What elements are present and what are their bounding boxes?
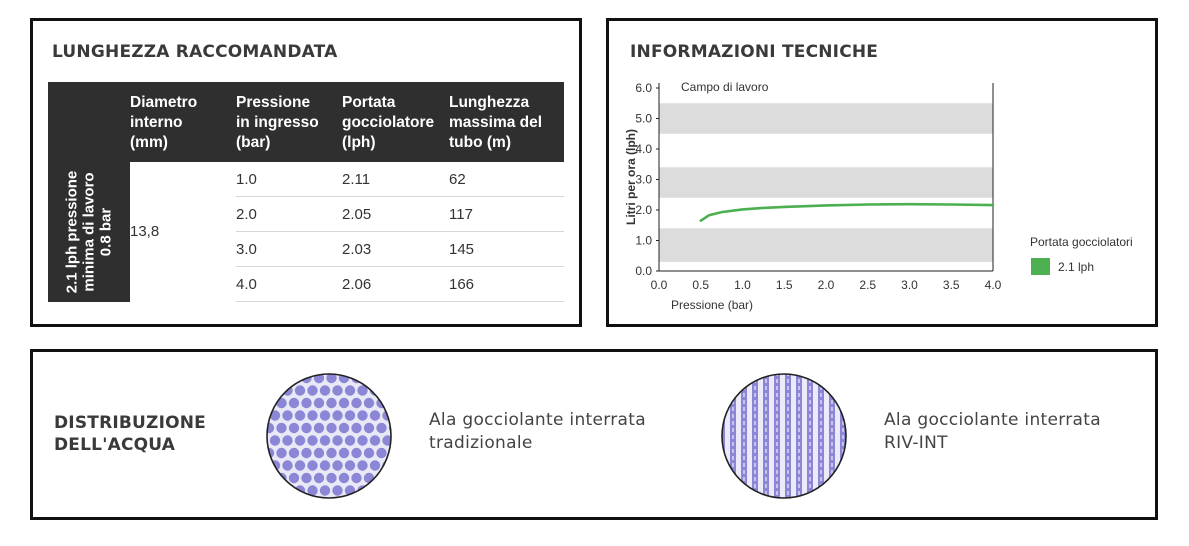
y-tick-label: 1.0 (635, 234, 652, 248)
recommended-length-panel: LUNGHEZZA RACCOMANDATA Diametro interno … (30, 18, 582, 327)
side-label-cell: 2.1 lph pressione minima di lavoro 0.8 b… (48, 162, 130, 302)
flow-cell: 2.05 (342, 196, 449, 232)
traditional-dripline-label: Ala gocciolante interrata tradizionale (429, 409, 646, 455)
header-diameter: Diametro interno (mm) (130, 82, 236, 162)
header-length-line-2: massima del (449, 114, 543, 131)
y-tick-label: 2.0 (635, 203, 652, 217)
diameter-cell: 13,8 (130, 223, 160, 241)
header-diameter-line-3: (mm) (130, 134, 168, 151)
working-range-band (659, 103, 993, 134)
table-row: 4.0 2.06 166 (48, 266, 564, 302)
pressure-cell: 3.0 (236, 231, 342, 267)
y-tick-label: 5.0 (635, 112, 652, 126)
x-tick-label: 3.0 (901, 278, 918, 292)
chart-annotation: Campo di lavoro (681, 80, 769, 94)
distribution-title-line-1: DISTRIBUZIONE (54, 413, 206, 433)
table-row: 2.0 2.05 117 (48, 196, 564, 232)
pressure-cell: 4.0 (236, 266, 342, 302)
y-tick-label: 0.0 (635, 264, 652, 278)
working-range-band (659, 228, 993, 262)
x-tick-label: 2.0 (818, 278, 835, 292)
length-cell: 166 (449, 266, 564, 302)
traditional-label-line-1: Ala gocciolante interrata (429, 410, 646, 430)
table-panel-title: LUNGHEZZA RACCOMANDATA (52, 42, 338, 62)
x-tick-label: 0.0 (651, 278, 668, 292)
y-axis-label: Litri per ora (lph) (624, 129, 638, 225)
header-pressure-line-1: Pressione (236, 94, 311, 111)
y-tick-label: 3.0 (635, 173, 652, 187)
header-length-line-1: Lunghezza (449, 94, 530, 111)
x-axis-label: Pressione (bar) (671, 298, 753, 312)
header-diameter-line-2: interno (130, 114, 183, 131)
riv-int-dripline-label: Ala gocciolante interrata RIV-INT (884, 409, 1101, 455)
legend-swatch (1031, 258, 1050, 275)
legend-entry: 2.1 lph (1058, 260, 1094, 274)
side-label-line-3: 0.8 bar (97, 207, 115, 256)
table-row: 3.0 2.03 145 (48, 231, 564, 267)
technical-info-panel: INFORMAZIONI TECNICHE 0.0 1.0 2.0 3.0 4.0 5.0… (606, 18, 1158, 327)
length-cell: 117 (449, 196, 564, 232)
side-label-line-1: 2.1 lph pressione (63, 170, 81, 294)
dotted-distribution-icon (266, 373, 392, 499)
flow-cell: 2.03 (342, 231, 449, 267)
y-tick-label: 4.0 (635, 142, 652, 156)
riv-int-label-line-2: RIV-INT (884, 433, 948, 453)
header-flow-line-3: (lph) (342, 134, 376, 151)
table-row: 2.1 lph pressione minima di lavoro 0.8 b… (48, 162, 564, 302)
flow-cell: 2.06 (342, 266, 449, 302)
x-tick-label: 3.5 (943, 278, 960, 292)
wavy-distribution-icon (721, 373, 847, 499)
x-tick-label: 1.0 (734, 278, 751, 292)
water-distribution-panel: DISTRIBUZIONE DELL'ACQUA Ala gocciolante… (30, 349, 1158, 520)
pressure-cell: 1.0 (236, 162, 342, 197)
flow-cell: 2.11 (342, 162, 449, 197)
table-corner-cell (48, 82, 130, 162)
series-line-2-1-lph (699, 202, 995, 222)
distribution-title: DISTRIBUZIONE DELL'ACQUA (54, 412, 206, 456)
riv-int-label-line-1: Ala gocciolante interrata (884, 410, 1101, 430)
header-length: Lunghezza massima del tubo (m) (449, 82, 564, 162)
x-tick-label: 0.5 (692, 278, 709, 292)
flow-pressure-chart: 0.0 1.0 2.0 3.0 4.0 5.0 6.0 0.0 0.5 1.0 1.5 2.0 2.5 3… (624, 80, 1133, 312)
working-range-band (659, 167, 993, 198)
x-tick-label: 2.5 (859, 278, 876, 292)
chart-panel-title: INFORMAZIONI TECNICHE (630, 42, 879, 62)
x-tick-label: 4.0 (985, 278, 1002, 292)
length-cell: 145 (449, 231, 564, 267)
header-flow-line-2: gocciolatore (342, 114, 435, 131)
header-flow: Portata gocciolatore (lph) (342, 82, 449, 162)
header-diameter-line-1: Diametro (130, 94, 198, 111)
header-flow-line-1: Portata (342, 94, 396, 111)
side-label-line-2: minima di lavoro (80, 172, 98, 292)
legend-title: Portata gocciolatori (1030, 235, 1133, 249)
x-tick-label: 1.5 (776, 278, 793, 292)
side-label: 2.1 lph pressione minima di lavoro 0.8 b… (64, 170, 115, 293)
header-pressure-line-3: (bar) (236, 134, 271, 151)
traditional-label-line-2: tradizionale (429, 433, 533, 453)
header-pressure-line-2: in ingresso (236, 114, 319, 131)
length-cell: 62 (449, 162, 564, 197)
header-pressure: Pressione in ingresso (bar) (236, 82, 342, 162)
recommended-length-table: Diametro interno (mm) Pressione in ingre… (48, 82, 564, 302)
distribution-title-line-2: DELL'ACQUA (54, 435, 176, 455)
table-header-row: Diametro interno (mm) Pressione in ingre… (48, 82, 564, 162)
header-length-line-3: tubo (m) (449, 134, 511, 151)
pressure-cell: 2.0 (236, 196, 342, 232)
y-tick-label: 6.0 (635, 81, 652, 95)
